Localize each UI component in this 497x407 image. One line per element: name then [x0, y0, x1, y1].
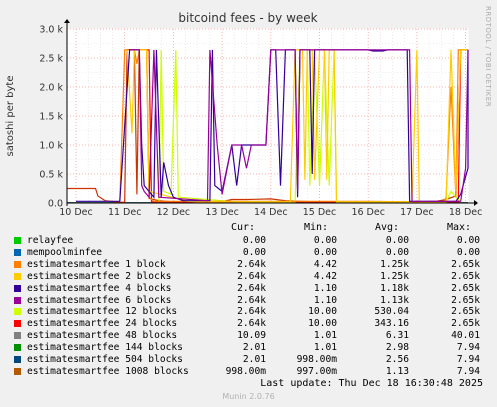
- x-tick-label: 14 Dec: [254, 207, 288, 218]
- y-tick-label: 1.0 k: [39, 141, 63, 152]
- grid-lines: [67, 28, 468, 203]
- rrdtool-credit: RRDTOOL / TOBI OETIKER: [484, 6, 492, 108]
- x-tick-label: 13 Dec: [205, 207, 239, 218]
- x-axis-arrow-icon: [474, 200, 478, 206]
- y-tick-label: 2.0 k: [39, 83, 63, 94]
- munin-version: Munin 2.0.76: [222, 392, 275, 401]
- x-tick-label: 18 Dec: [449, 207, 483, 218]
- x-tick-label: 15 Dec: [303, 207, 337, 218]
- y-tick-label: 1.5 k: [39, 112, 63, 123]
- x-tick-label: 10 Dec: [59, 207, 93, 218]
- series-line-estimatesmartfee-1-block: [119, 49, 468, 203]
- last-update: Last update: Thu Dec 18 16:30:48 2025: [260, 378, 483, 389]
- chart-title: bitcoind fees - by week: [178, 11, 317, 25]
- series-line-estimatesmartfee-6-blocks: [129, 49, 469, 202]
- axes: 0.0 0.5 k 1.0 k 1.5 k 2.0 k 2.5 k 3.0 k 10 Dec 1…: [39, 19, 482, 218]
- x-tick-label: 16 Dec: [351, 207, 385, 218]
- y-tick-label: 0.5 k: [39, 170, 63, 181]
- y-axis-arrow-icon: [64, 19, 70, 23]
- y-axis-label: satoshi per byte: [5, 75, 16, 156]
- x-tick-label: 12 Dec: [157, 207, 191, 218]
- y-tick-label: 2.5 k: [39, 54, 63, 65]
- y-tick-label: 0.0: [48, 199, 63, 210]
- x-tick-label: 17 Dec: [400, 207, 434, 218]
- y-tick-label: 3.0 k: [39, 25, 63, 36]
- x-tick-label: 11 Dec: [108, 207, 142, 218]
